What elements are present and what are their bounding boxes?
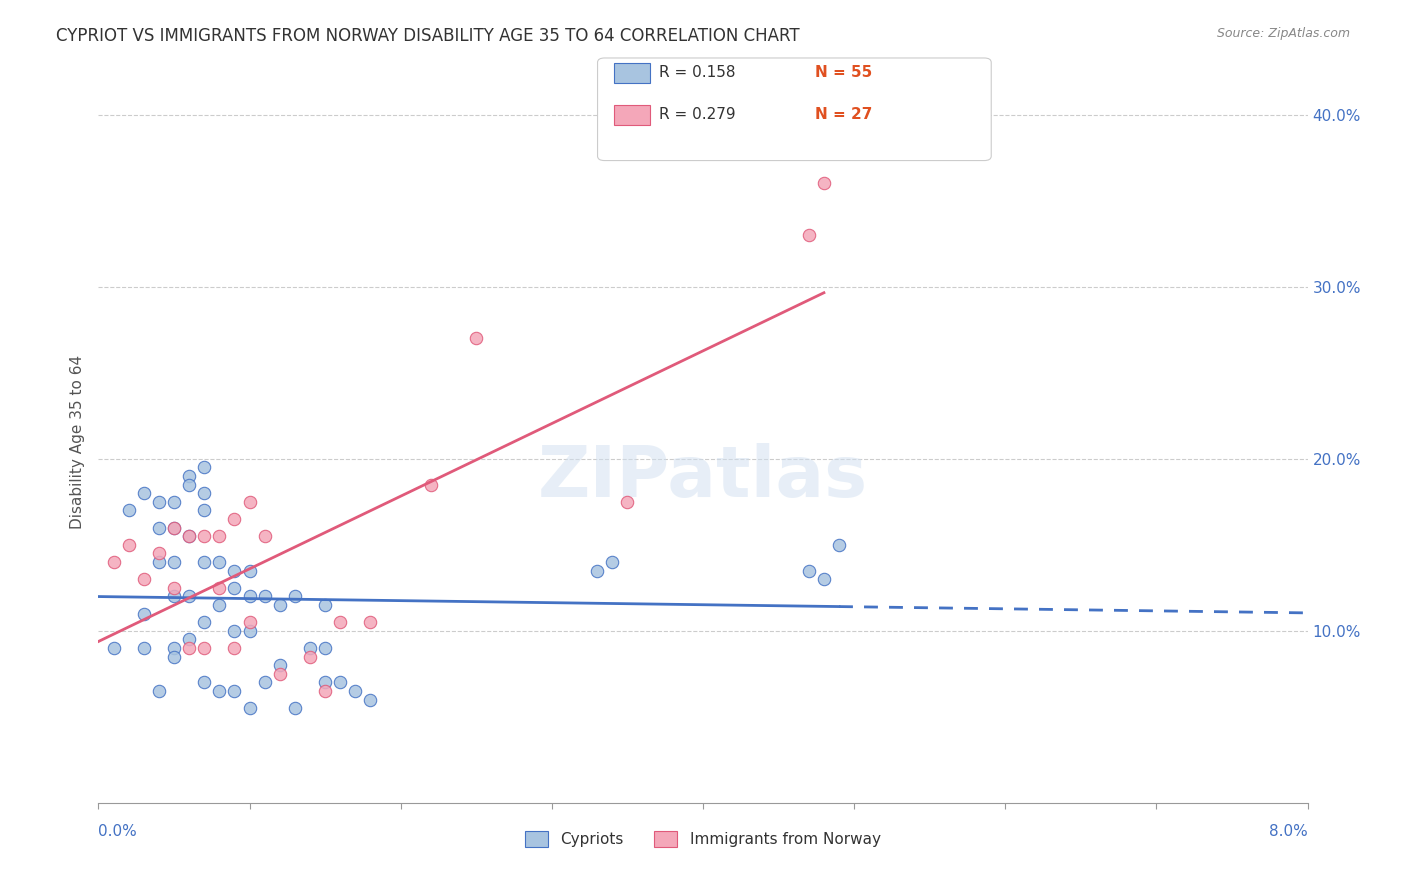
Text: N = 55: N = 55: [815, 65, 873, 79]
Point: [314, 640, 336, 655]
Point: [193, 615, 215, 630]
Point: [208, 598, 231, 612]
Point: [179, 477, 201, 491]
Y-axis label: Disability Age 35 to 64: Disability Age 35 to 64: [69, 354, 84, 529]
Point: [224, 564, 246, 578]
Point: [420, 477, 443, 491]
Text: R = 0.158: R = 0.158: [659, 65, 735, 79]
Point: [118, 503, 141, 517]
Point: [193, 460, 215, 475]
Legend: Cypriots, Immigrants from Norway: Cypriots, Immigrants from Norway: [519, 825, 887, 853]
Point: [193, 675, 215, 690]
Point: [239, 624, 262, 638]
Point: [208, 555, 231, 569]
Point: [284, 701, 307, 715]
Text: R = 0.279: R = 0.279: [659, 107, 735, 121]
Point: [813, 177, 835, 191]
Text: ZIPatlas: ZIPatlas: [538, 443, 868, 512]
Point: [148, 520, 170, 534]
Point: [148, 494, 170, 508]
Point: [163, 590, 186, 604]
Point: [269, 658, 291, 673]
Point: [269, 598, 291, 612]
Point: [314, 675, 336, 690]
Point: [118, 538, 141, 552]
Point: [269, 666, 291, 681]
Point: [148, 684, 170, 698]
Point: [284, 590, 307, 604]
Point: [239, 494, 262, 508]
Point: [224, 624, 246, 638]
Point: [132, 640, 155, 655]
Point: [163, 494, 186, 508]
Point: [193, 640, 215, 655]
Point: [179, 529, 201, 543]
Point: [360, 615, 382, 630]
Point: [179, 590, 201, 604]
Point: [193, 503, 215, 517]
Point: [179, 529, 201, 543]
Point: [208, 581, 231, 595]
Text: 0.0%: 0.0%: [98, 824, 138, 839]
Point: [163, 640, 186, 655]
Point: [224, 640, 246, 655]
Point: [239, 615, 262, 630]
Point: [163, 581, 186, 595]
Point: [208, 529, 231, 543]
Point: [193, 486, 215, 500]
Point: [224, 581, 246, 595]
Point: [813, 572, 835, 586]
Point: [224, 512, 246, 526]
Point: [163, 555, 186, 569]
Point: [299, 640, 322, 655]
Point: [616, 494, 638, 508]
Point: [208, 684, 231, 698]
Point: [797, 564, 820, 578]
Point: [602, 555, 624, 569]
Point: [132, 572, 155, 586]
Point: [299, 649, 322, 664]
Point: [344, 684, 367, 698]
Point: [797, 228, 820, 243]
Point: [239, 701, 262, 715]
Point: [163, 520, 186, 534]
Point: [179, 632, 201, 647]
Point: [586, 564, 609, 578]
Point: [179, 469, 201, 483]
Point: [314, 684, 336, 698]
Point: [329, 615, 352, 630]
Point: [253, 590, 276, 604]
Point: [103, 640, 125, 655]
Point: [253, 675, 276, 690]
Point: [239, 590, 262, 604]
Point: [179, 640, 201, 655]
Point: [103, 555, 125, 569]
Point: [828, 538, 851, 552]
Point: [163, 649, 186, 664]
Point: [163, 520, 186, 534]
Point: [148, 555, 170, 569]
Text: N = 27: N = 27: [815, 107, 873, 121]
Point: [193, 555, 215, 569]
Point: [132, 486, 155, 500]
Point: [314, 598, 336, 612]
Point: [329, 675, 352, 690]
Point: [465, 331, 488, 345]
Text: CYPRIOT VS IMMIGRANTS FROM NORWAY DISABILITY AGE 35 TO 64 CORRELATION CHART: CYPRIOT VS IMMIGRANTS FROM NORWAY DISABI…: [56, 27, 800, 45]
Point: [224, 684, 246, 698]
Point: [148, 546, 170, 560]
Point: [360, 692, 382, 706]
Point: [132, 607, 155, 621]
Point: [193, 529, 215, 543]
Text: Source: ZipAtlas.com: Source: ZipAtlas.com: [1216, 27, 1350, 40]
Text: 8.0%: 8.0%: [1268, 824, 1308, 839]
Point: [253, 529, 276, 543]
Point: [239, 564, 262, 578]
